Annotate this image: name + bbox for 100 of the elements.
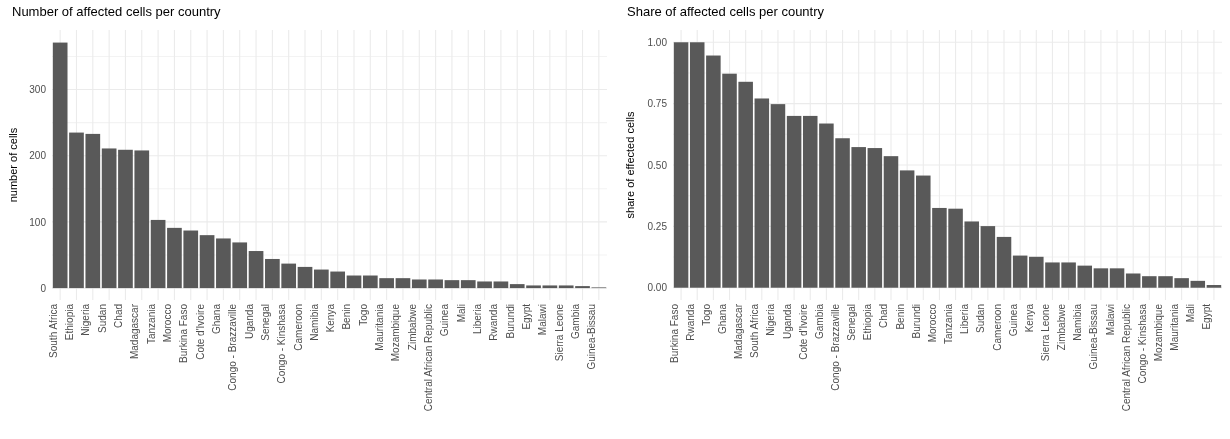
x-tick-label: Morocco bbox=[926, 303, 938, 343]
x-tick-label: Central African Republic bbox=[1120, 304, 1132, 412]
x-tick-label: Cote d'Ivoire bbox=[194, 303, 206, 360]
bar bbox=[395, 278, 411, 289]
y-tick-label: 0.75 bbox=[647, 98, 668, 110]
x-tick-label: Congo - Kinshasa bbox=[1136, 303, 1148, 384]
x-tick-label: Madagascar bbox=[733, 303, 745, 360]
x-tick-label: Chad bbox=[112, 304, 124, 328]
x-tick-label: Rwanda bbox=[488, 303, 500, 341]
y-tick-label: 0.25 bbox=[647, 221, 668, 233]
x-tick-label: Togo bbox=[700, 303, 712, 326]
bar bbox=[980, 226, 996, 288]
bar bbox=[248, 251, 264, 289]
y-axis-title: share of effected cells bbox=[624, 111, 636, 219]
x-tick-label: Mali bbox=[1185, 304, 1197, 323]
x-tick-label: Cote d'Ivoire bbox=[797, 303, 809, 360]
bar bbox=[883, 156, 899, 288]
x-tick-label: Senegal bbox=[259, 304, 271, 341]
x-tick-label: Mauritania bbox=[1169, 303, 1181, 351]
x-tick-label: Ghana bbox=[717, 303, 729, 335]
x-tick-label: Burundi bbox=[910, 304, 922, 339]
x-tick-label: Morocco bbox=[161, 303, 173, 343]
bar bbox=[867, 148, 883, 288]
bar bbox=[1190, 280, 1206, 288]
bar bbox=[1109, 268, 1125, 288]
x-tick-label: Kenya bbox=[325, 303, 337, 333]
chart-title: Share of affected cells per country bbox=[627, 4, 825, 19]
x-tick-label: Uganda bbox=[243, 303, 255, 340]
x-tick-label: Ethiopia bbox=[63, 303, 75, 341]
x-tick-label: Congo - Brazzaville bbox=[830, 303, 842, 391]
x-tick-label: Tanzania bbox=[943, 303, 955, 345]
bar bbox=[444, 280, 460, 289]
x-tick-label: Gambia bbox=[570, 303, 582, 340]
bar bbox=[1125, 273, 1141, 288]
bar bbox=[493, 281, 509, 289]
x-tick-label: Mozambique bbox=[1152, 303, 1164, 362]
x-tick-label: Benin bbox=[341, 304, 353, 330]
x-tick-label: Liberia bbox=[959, 303, 971, 335]
x-tick-label: Ethiopia bbox=[862, 303, 874, 341]
x-tick-label: Kenya bbox=[1023, 303, 1035, 333]
x-tick-label: Togo bbox=[357, 303, 369, 326]
x-tick-label: Guinea bbox=[1007, 303, 1019, 337]
y-tick-label: 0 bbox=[40, 282, 47, 294]
x-tick-label: Mali bbox=[455, 304, 467, 323]
x-tick-label: Tanzania bbox=[145, 303, 157, 345]
bar bbox=[899, 170, 915, 288]
x-tick-label: Namibia bbox=[1072, 303, 1084, 341]
y-tick-label: 200 bbox=[29, 150, 47, 162]
x-tick-label: Mauritania bbox=[374, 303, 386, 351]
x-tick-label: Malawi bbox=[1104, 304, 1116, 336]
x-tick-label: Egypt bbox=[521, 303, 533, 330]
x-tick-label: Rwanda bbox=[684, 303, 696, 341]
x-tick-label: Burkina Faso bbox=[668, 303, 680, 363]
bar bbox=[150, 219, 166, 289]
x-tick-label: Burundi bbox=[504, 304, 516, 339]
y-tick-label: 0.00 bbox=[647, 282, 668, 294]
y-axis-title: number of cells bbox=[7, 127, 19, 203]
x-tick-label: Chad bbox=[878, 304, 890, 328]
x-tick-label: Malawi bbox=[537, 304, 549, 336]
x-tick-label: Burkina Faso bbox=[178, 303, 190, 363]
x-tick-label: Nigeria bbox=[765, 303, 777, 336]
bar bbox=[199, 235, 215, 289]
bar bbox=[1206, 285, 1222, 288]
x-tick-label: Benin bbox=[894, 304, 906, 330]
x-tick-label: South Africa bbox=[749, 303, 761, 358]
bar bbox=[346, 275, 362, 289]
x-tick-label: Cameroon bbox=[991, 304, 1003, 351]
bar bbox=[770, 104, 786, 288]
x-tick-label: South Africa bbox=[47, 303, 59, 358]
x-tick-label: Sierra Leone bbox=[1039, 303, 1051, 362]
bar bbox=[996, 236, 1012, 288]
x-tick-label: Sudan bbox=[96, 304, 108, 333]
bar bbox=[297, 266, 313, 289]
x-tick-label: Liberia bbox=[472, 303, 484, 335]
x-tick-label: Cameroon bbox=[292, 304, 304, 351]
bar bbox=[542, 285, 558, 289]
x-tick-label: Guinea bbox=[439, 303, 451, 337]
x-tick-label: Mozambique bbox=[390, 303, 402, 362]
x-tick-label: Uganda bbox=[781, 303, 793, 340]
bar bbox=[101, 148, 117, 289]
x-tick-label: Zimbabwe bbox=[1056, 303, 1068, 351]
x-tick-label: Sierra Leone bbox=[553, 303, 565, 362]
chart-title: Number of affected cells per country bbox=[12, 4, 222, 19]
y-tick-label: 1.00 bbox=[647, 36, 668, 48]
x-tick-label: Nigeria bbox=[80, 303, 92, 336]
y-tick-label: 300 bbox=[29, 84, 47, 96]
x-tick-label: Central African Republic bbox=[423, 304, 435, 412]
bar bbox=[1012, 255, 1028, 288]
y-tick-label: 100 bbox=[29, 216, 47, 228]
x-tick-label: Madagascar bbox=[129, 303, 141, 360]
bar bbox=[673, 42, 689, 288]
y-tick-label: 0.50 bbox=[647, 159, 668, 171]
bar bbox=[754, 98, 770, 288]
x-tick-label: Gambia bbox=[813, 303, 825, 340]
x-tick-label: Zimbabwe bbox=[406, 303, 418, 351]
x-tick-label: Guinea-Bissau bbox=[1088, 304, 1100, 370]
x-tick-label: Ghana bbox=[210, 303, 222, 335]
bar bbox=[689, 42, 705, 288]
bar bbox=[1093, 268, 1109, 288]
x-tick-label: Guinea-Bissau bbox=[586, 304, 598, 370]
